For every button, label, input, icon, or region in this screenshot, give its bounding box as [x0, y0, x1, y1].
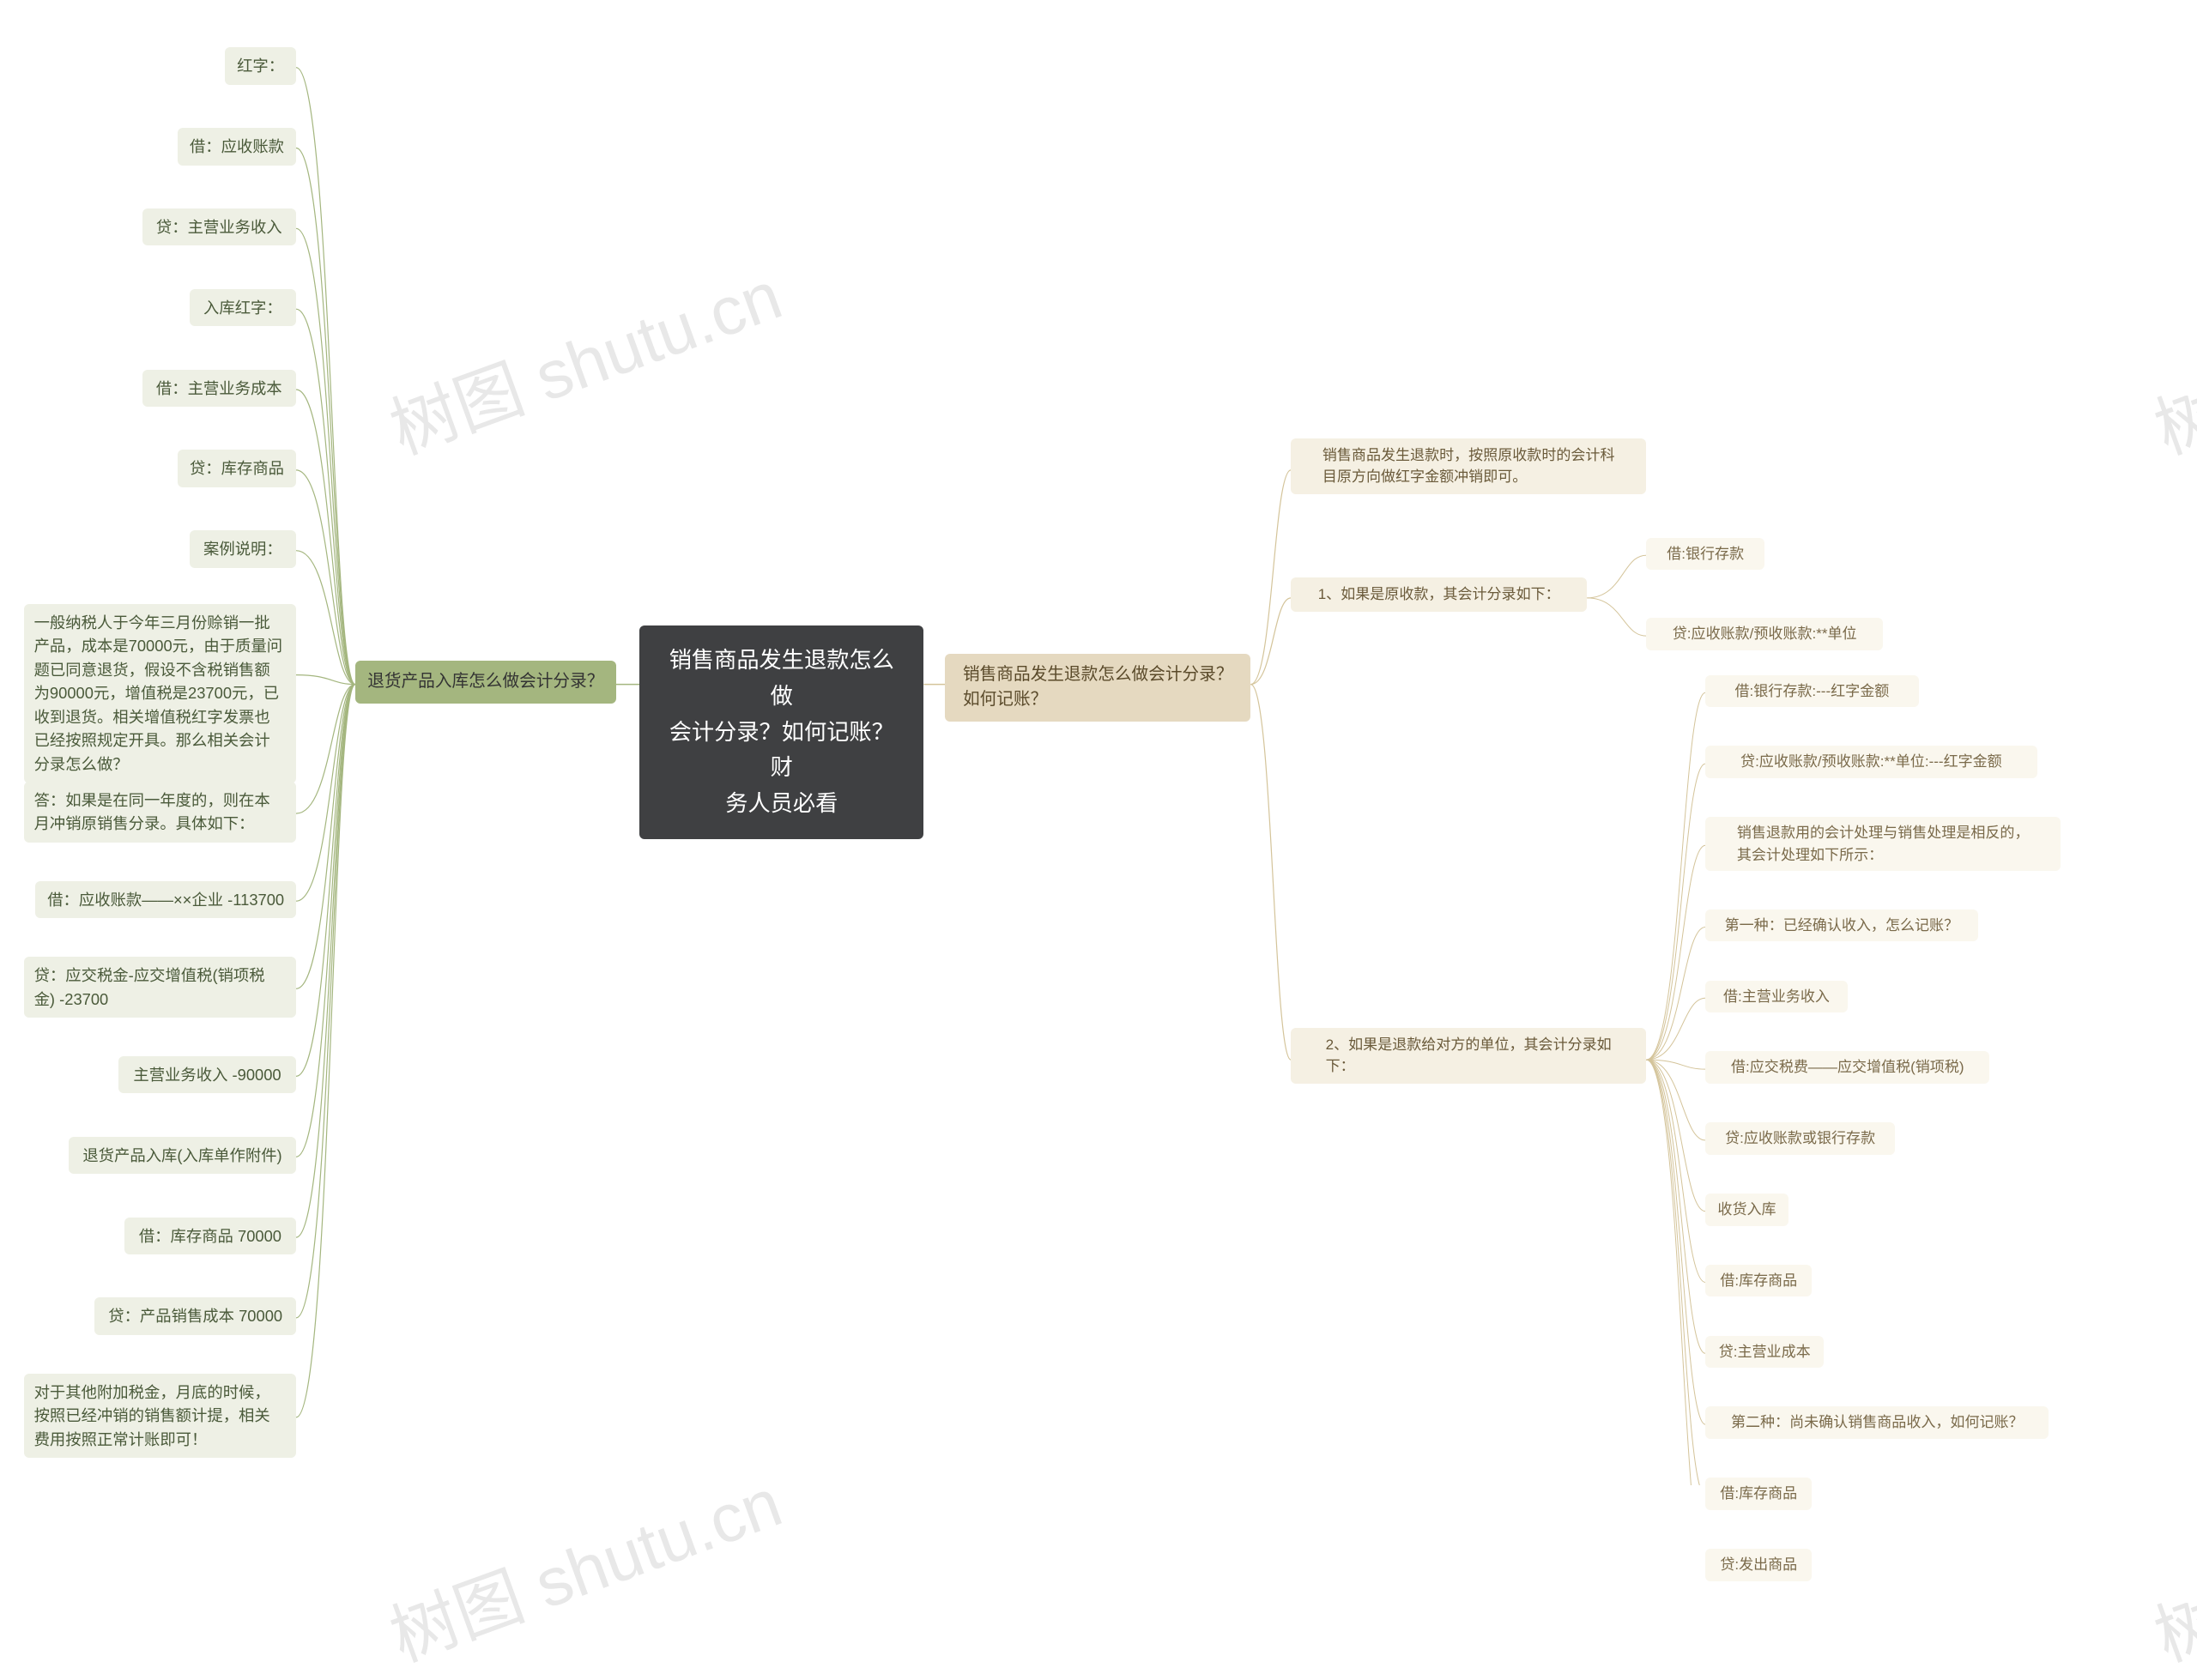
watermark: 树图 shutu.cn: [374, 241, 792, 473]
right-sub2-child-3[interactable]: 第一种：已经确认收入，怎么记账？: [1705, 909, 1977, 942]
watermark: 树图 shutu.cn: [2140, 241, 2197, 473]
right-sub2-child-1[interactable]: 贷:应收账款/预收账款:**单位:---红字金额: [1705, 746, 2037, 778]
right-sub1-child-0[interactable]: 借:银行存款: [1646, 538, 1764, 571]
center-topic[interactable]: 销售商品发生退款怎么做会计分录？如何记账？财务人员必看: [639, 625, 923, 840]
left-item-4[interactable]: 借：主营业务成本: [142, 370, 296, 408]
right-sub2-child-4[interactable]: 借:主营业务收入: [1705, 981, 1848, 1013]
connector-svg: [0, 0, 2197, 1485]
left-item-8[interactable]: 答：如果是在同一年度的，则在本月冲销原销售分录。具体如下：: [24, 782, 296, 843]
watermark: 树图 shutu.cn: [374, 1448, 792, 1680]
left-item-9[interactable]: 借：应收账款——××企业 -113700: [35, 881, 296, 919]
left-item-1[interactable]: 借：应收账款: [178, 128, 296, 166]
watermark: 树图 shutu.cn: [2140, 1448, 2197, 1680]
right-sub2-child-6[interactable]: 贷:应收账款或银行存款: [1705, 1122, 1895, 1155]
left-item-3[interactable]: 入库红字：: [190, 289, 296, 327]
left-item-12[interactable]: 退货产品入库(入库单作附件): [69, 1137, 296, 1175]
right-sub2-child-9[interactable]: 贷:主营业成本: [1705, 1336, 1824, 1369]
right-sub2-child-0[interactable]: 借:银行存款:---红字金额: [1705, 675, 1918, 708]
left-item-0[interactable]: 红字：: [225, 47, 296, 85]
left-item-2[interactable]: 贷：主营业务收入: [142, 208, 296, 246]
left-item-14[interactable]: 贷：产品销售成本 70000: [94, 1297, 296, 1335]
right-sub2-child-8[interactable]: 借:库存商品: [1705, 1265, 1812, 1297]
left-item-11[interactable]: 主营业务收入 -90000: [118, 1056, 296, 1094]
left-item-10[interactable]: 贷：应交税金-应交增值税(销项税金) -23700: [24, 957, 296, 1018]
left-item-5[interactable]: 贷：库存商品: [178, 450, 296, 487]
right-sub1[interactable]: 1、如果是原收款，其会计分录如下：: [1291, 577, 1587, 612]
right-sub2-child-5[interactable]: 借:应交税费——应交增值税(销项税): [1705, 1051, 1989, 1084]
left-item-6[interactable]: 案例说明：: [190, 530, 296, 568]
left-item-13[interactable]: 借：库存商品 70000: [124, 1218, 296, 1255]
left-branch-title[interactable]: 退货产品入库怎么做会计分录？: [355, 661, 616, 704]
left-item-7[interactable]: 一般纳税人于今年三月份赊销一批产品，成本是70000元，由于质量问题已同意退货，…: [24, 604, 296, 783]
right-sub1-child-1[interactable]: 贷:应收账款/预收账款:**单位: [1646, 618, 1883, 650]
right-sub2[interactable]: 2、如果是退款给对方的单位，其会计分录如下：: [1291, 1028, 1646, 1084]
right-note-top[interactable]: 销售商品发生退款时，按照原收款时的会计科目原方向做红字金额冲销即可。: [1291, 438, 1646, 494]
left-item-15[interactable]: 对于其他附加税金，月底的时候，按照已经冲销的销售额计提，相关费用按照正常计账即可…: [24, 1374, 296, 1459]
right-sub2-child-12[interactable]: 贷:发出商品: [1705, 1549, 1812, 1581]
right-sub2-child-7[interactable]: 收货入库: [1705, 1194, 1788, 1226]
right-sub2-child-2[interactable]: 销售退款用的会计处理与销售处理是相反的，其会计处理如下所示：: [1705, 817, 2061, 871]
right-sub2-child-11[interactable]: 借:库存商品: [1705, 1478, 1812, 1510]
right-branch-title[interactable]: 销售商品发生退款怎么做会计分录？如何记账？: [945, 654, 1250, 722]
right-sub2-child-10[interactable]: 第二种：尚未确认销售商品收入，如何记账？: [1705, 1406, 2049, 1439]
